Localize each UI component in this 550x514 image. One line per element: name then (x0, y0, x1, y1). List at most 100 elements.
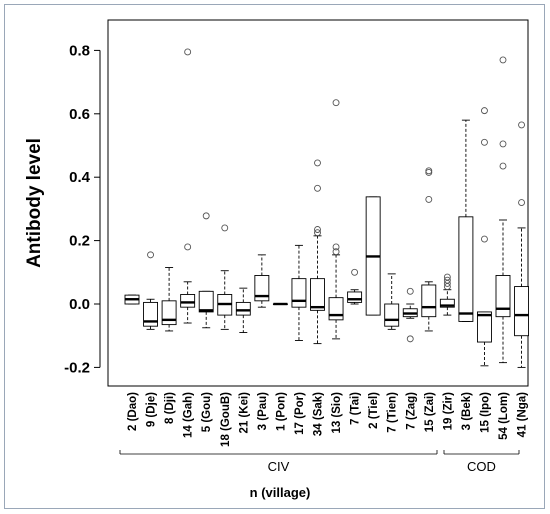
x-tick-label: 19 (Zir) (442, 392, 454, 431)
box-iqr (495, 275, 511, 318)
outlier-point (332, 248, 340, 256)
y-tick-label: 0.2 (69, 233, 90, 250)
outlier-point (314, 229, 321, 237)
outlier-point (481, 138, 488, 146)
y-tick-label: 0.8 (69, 42, 90, 59)
outlier-point (499, 162, 507, 170)
box-20 (477, 107, 492, 367)
box-13 (347, 268, 363, 305)
box-5 (198, 212, 214, 329)
x-tick-label: 15 (Ipo) (479, 392, 491, 433)
x-tick-label: 15 (Zai) (424, 392, 436, 432)
box-series (124, 48, 529, 368)
y-axis: -0.2 0.0 0.2 0.4 0.6 0.8 (64, 42, 101, 376)
box-iqr (180, 294, 196, 308)
x-tick-label: 9 (Dje) (146, 392, 158, 427)
outlier-point (499, 140, 507, 148)
x-axis-tick-labels: 2 (Dao) 9 (Dje) 8 (Dji) 14 (Gah) 5 (Gou) 18 (… (127, 392, 529, 447)
outlier-point (425, 195, 433, 203)
y-axis-title: Antibody level (24, 138, 45, 268)
box-iqr (458, 216, 474, 322)
x-tick-label: 13 (Sio) (331, 392, 343, 434)
x-tick-label: 5 (Gou) (201, 392, 213, 432)
box-21 (495, 56, 511, 364)
group-label-civ: CIV (268, 459, 290, 474)
x-tick-label: 7 (Tai) (350, 392, 362, 425)
y-tick-label: -0.2 (64, 359, 90, 376)
x-tick-label: 7 (Zag) (405, 392, 417, 430)
outlier-point (202, 212, 210, 220)
box-4 (180, 48, 196, 324)
outlier-point (184, 243, 192, 251)
outlier-point (481, 107, 488, 115)
x-tick-label: 8 (Dji) (164, 392, 176, 424)
box-iqr (514, 286, 529, 337)
outlier-point (406, 335, 414, 343)
box-iqr (384, 303, 400, 327)
x-tick-label: 2 (Dao) (127, 392, 139, 431)
box-19 (458, 119, 474, 322)
outlier-point (518, 199, 525, 207)
box-iqr (198, 290, 214, 313)
outlier-point (518, 121, 525, 129)
outlier-point (351, 268, 359, 276)
outlier-point (184, 48, 192, 56)
box-14 (365, 196, 381, 316)
box-8 (254, 254, 270, 308)
x-tick-label: 3 (Bek) (461, 392, 473, 431)
box-3 (161, 267, 177, 332)
x-tick-label: 7 (Tien) (387, 392, 399, 433)
box-10 (291, 244, 307, 341)
x-tick-label: 41 (Nga) (517, 392, 529, 438)
figure-frame (4, 4, 545, 509)
box-iqr (347, 291, 363, 303)
y-tick-label: 0.6 (69, 106, 90, 123)
outlier-point (406, 287, 414, 295)
box-6 (217, 224, 233, 330)
x-tick-label: 3 (Pau) (257, 392, 269, 431)
outlier-point (332, 243, 340, 251)
outlier-point (147, 251, 155, 259)
box-7 (235, 287, 251, 333)
outlier-point (332, 99, 340, 107)
outlier-point (443, 276, 451, 284)
box-iqr (291, 278, 307, 308)
box-iqr (477, 311, 492, 343)
x-tick-label: 14 (Gah) (183, 392, 195, 438)
x-tick-label: 1 (Pon) (275, 392, 287, 431)
outlier-point (425, 167, 433, 175)
box-iqr (421, 284, 437, 318)
group-brackets: CIV COD (119, 450, 520, 474)
x-tick-label: 54 (Lom) (498, 392, 510, 440)
y-tick-label: 0.0 (69, 296, 90, 313)
box-iqr (310, 278, 325, 311)
y-tick-label: 0.4 (69, 169, 91, 186)
outlier-point (314, 159, 321, 167)
box-15 (384, 273, 400, 330)
box-iqr (328, 297, 344, 321)
box-17 (421, 167, 437, 332)
outlier-point (481, 235, 488, 243)
outlier-point (499, 56, 507, 64)
outlier-point (221, 224, 229, 232)
box-iqr (254, 275, 270, 302)
box-iqr (439, 298, 455, 308)
box-12 (328, 99, 344, 340)
outlier-point (314, 226, 321, 233)
box-9 (272, 302, 288, 306)
box-11 (310, 159, 325, 345)
x-tick-label: 21 (Kei) (238, 392, 250, 434)
plot-area-border (107, 19, 529, 387)
outlier-point (314, 184, 321, 192)
box-1 (124, 294, 140, 305)
group-label-cod: COD (467, 459, 496, 474)
x-tick-label: 34 (Sak) (313, 392, 325, 436)
x-tick-label: 17 (Por) (294, 392, 306, 435)
x-tick-label: 2 (Tiel) (368, 392, 380, 429)
box-16 (402, 287, 418, 343)
box-22 (514, 121, 529, 368)
box-2 (143, 251, 159, 330)
box-iqr (235, 301, 251, 316)
x-tick-label: 18 (GouB) (220, 392, 232, 447)
